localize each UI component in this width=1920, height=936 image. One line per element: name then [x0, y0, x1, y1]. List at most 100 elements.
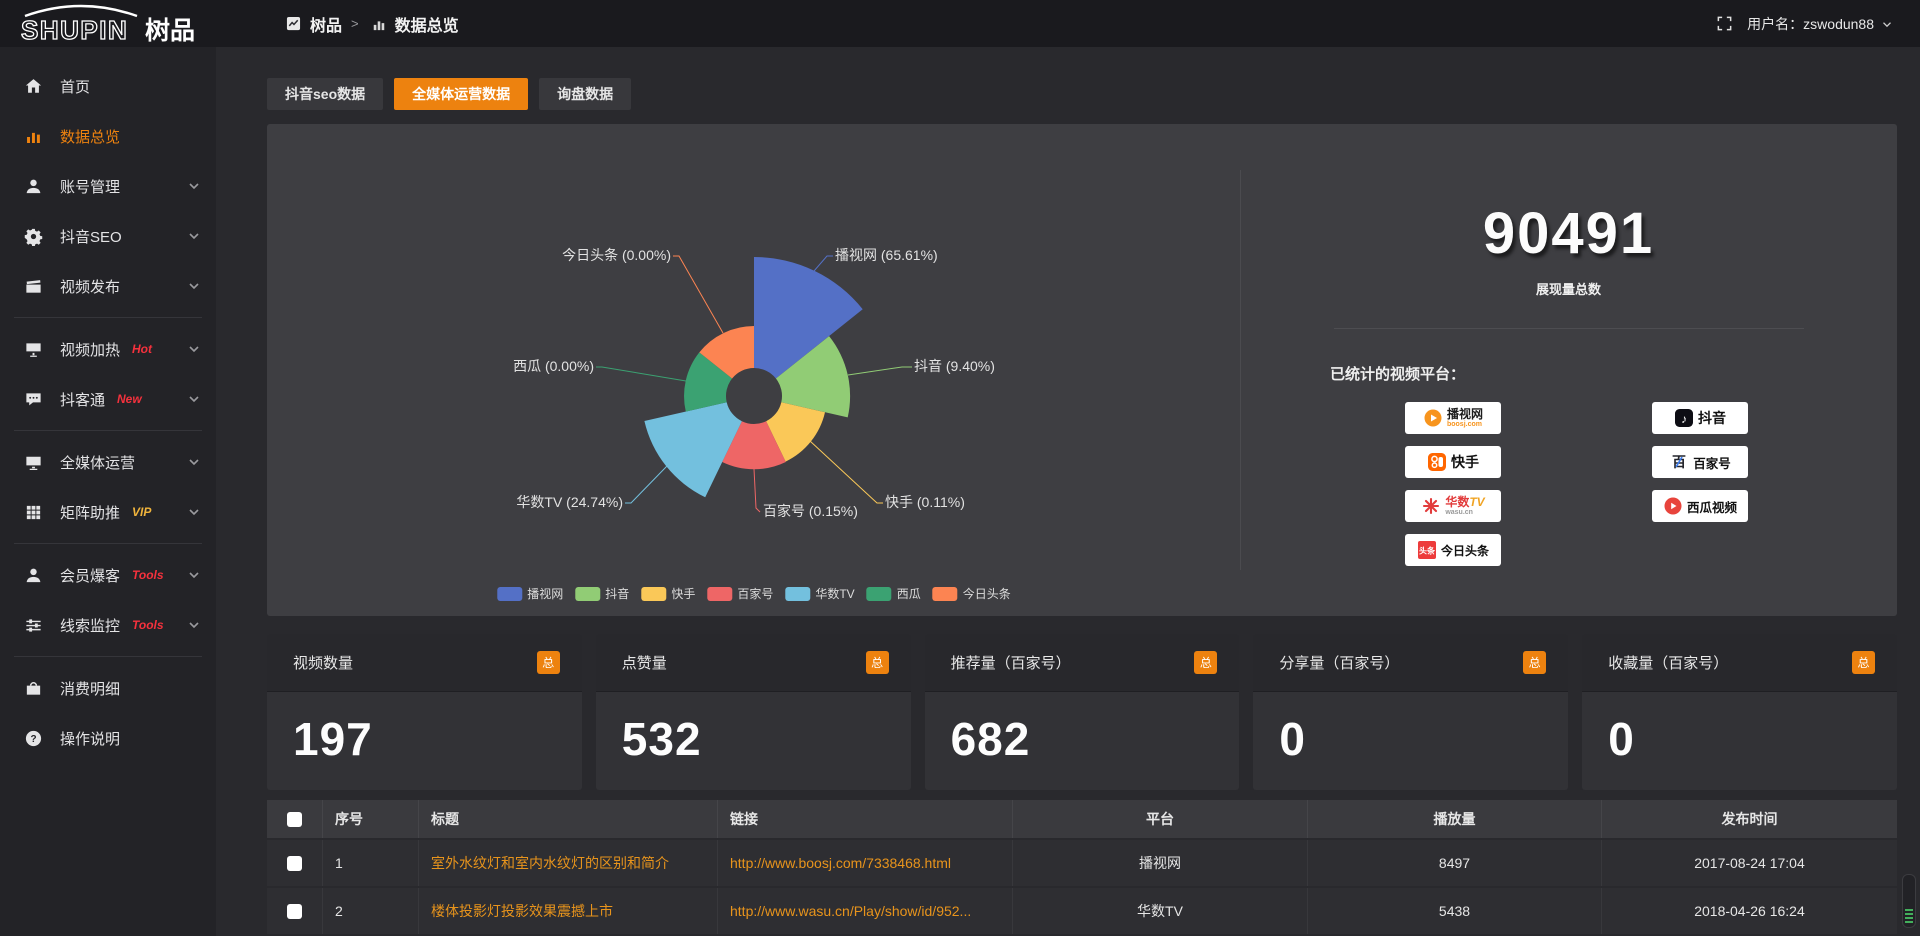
total-badge[interactable]: 总 — [536, 651, 560, 674]
total-badge[interactable]: 总 — [1194, 651, 1218, 674]
sidebar-item[interactable]: 线索监控 Tools — [0, 600, 216, 650]
row-plays: 8497 — [1307, 840, 1601, 886]
legend-label: 快手 — [671, 587, 696, 601]
username-label[interactable]: 用户名：zswodun88 — [1747, 15, 1874, 32]
legend-item[interactable]: 快手 — [641, 585, 695, 602]
sidebar-item[interactable]: 数据总览 — [0, 111, 216, 161]
pie-label-line — [673, 255, 724, 334]
video-title-link[interactable]: 楼体投影灯投影效果震撼上市 — [431, 903, 613, 919]
panel-vertical-divider — [1240, 170, 1241, 570]
sidebar-item-label: 消费明细 — [60, 680, 121, 698]
pie-label: 今日头条 (0.00%) — [562, 247, 671, 263]
sidebar-item[interactable]: 矩阵助推 VIP — [0, 487, 216, 537]
sidebar-item-badge: VIP — [132, 505, 152, 519]
sidebar-item-label: 操作说明 — [60, 730, 121, 748]
chart-icon — [24, 127, 43, 146]
chat-icon — [24, 390, 43, 409]
stat-card-header: 点赞量 总 — [595, 634, 911, 692]
total-badge[interactable]: 总 — [1851, 651, 1875, 674]
fullscreen-icon[interactable] — [1716, 15, 1733, 32]
breadcrumb-root[interactable]: 树品 — [310, 17, 343, 35]
logo-text: SHUPIN — [21, 15, 128, 45]
sidebar-item[interactable]: 抖音SEO — [0, 211, 216, 261]
sidebar-item[interactable]: 抖客通 New — [0, 374, 216, 424]
select-all-checkbox[interactable] — [287, 811, 302, 827]
legend-item[interactable]: 西瓜 — [866, 585, 921, 602]
pie-label-line — [847, 366, 912, 376]
platform-badge-kuaishou[interactable]: 快手 — [1405, 446, 1501, 478]
row-index: 1 — [322, 840, 418, 886]
platform-badge-baijia[interactable]: 百百家号 — [1652, 446, 1748, 478]
wallet-icon — [24, 679, 43, 698]
platform-badge-douyin[interactable]: ♪ 抖音 — [1652, 402, 1748, 434]
legend-item[interactable]: 播视网 — [497, 585, 563, 602]
legend-item[interactable]: 抖音 — [575, 585, 629, 602]
platform-badge-boosj[interactable]: 播视网 boosj.com — [1405, 402, 1501, 434]
row-plays: 5438 — [1307, 888, 1601, 934]
sidebar-item-label: 首页 — [60, 78, 91, 96]
row-checkbox[interactable] — [287, 903, 302, 919]
sidebar-item[interactable]: 账号管理 — [0, 161, 216, 211]
app-logo[interactable]: SHUPIN 树品 — [0, 0, 216, 47]
sidebar-item[interactable]: 视频加热 Hot — [0, 324, 216, 374]
pie-sector-2[interactable] — [766, 402, 825, 462]
pie-sector-1[interactable] — [775, 336, 851, 418]
tab-1[interactable]: 抖音seo数据 — [267, 78, 384, 110]
table-header-cell: 发布时间 — [1601, 800, 1897, 838]
video-url-link[interactable]: http://www.boosj.com/7338468.html — [730, 855, 952, 871]
sidebar-item[interactable]: 首页 — [0, 61, 216, 111]
chevron-down-icon — [186, 617, 202, 633]
legend-item[interactable]: 百家号 — [707, 585, 773, 602]
video-url-link[interactable]: http://www.wasu.cn/Play/show/id/952... — [730, 903, 972, 919]
table-row: 2 楼体投影灯投影效果震撼上市 http://www.wasu.cn/Play/sh… — [267, 888, 1897, 934]
row-checkbox[interactable] — [287, 855, 302, 871]
main-area: 抖音seo数据 全媒体运营数据 询盘数据 播视网 (65.61%) 抖音 (9.40%… — [216, 47, 1920, 936]
gear-icon — [24, 227, 43, 246]
chevron-down-icon — [186, 567, 202, 583]
pie-sector-3[interactable] — [722, 421, 786, 470]
pie-label-line — [813, 255, 833, 272]
legend-item[interactable]: 华数TV — [785, 585, 855, 602]
sidebar-item[interactable]: 消费明细 — [0, 663, 216, 713]
sidebar-item[interactable]: 视频发布 — [0, 261, 216, 311]
legend-item[interactable]: 今日头条 — [932, 585, 1011, 602]
chevron-down-icon — [186, 228, 202, 244]
sidebar-divider — [14, 543, 202, 544]
pie-sector-4[interactable] — [644, 402, 742, 498]
sidebar-item[interactable]: ? 操作说明 — [0, 713, 216, 763]
sidebar-item-badge: New — [117, 392, 142, 406]
legend-label: 今日头条 — [962, 587, 1011, 601]
video-title-link[interactable]: 室外水纹灯和室内水纹灯的区别和简介 — [431, 855, 669, 871]
chevron-down-icon — [186, 454, 202, 470]
tab-2[interactable]: 全媒体运营数据 — [394, 78, 529, 110]
stat-card-label: 推荐量（百家号） — [950, 655, 1071, 672]
sidebar-item[interactable]: 会员爆客 Tools — [0, 550, 216, 600]
legend-swatch — [866, 586, 892, 601]
pie-sector-0[interactable] — [754, 257, 863, 379]
legend-label: 华数TV — [815, 587, 855, 601]
sidebar-item[interactable]: 全媒体运营 — [0, 437, 216, 487]
breadcrumb-current[interactable]: 数据总览 — [394, 17, 459, 35]
pie-sector-5[interactable] — [684, 352, 733, 412]
table-header-row: 序号 标题 链接 平台 播放量 发布时间 — [267, 800, 1897, 838]
legend-swatch — [785, 586, 811, 601]
tab-3[interactable]: 询盘数据 — [539, 78, 632, 110]
sidebar-item-badge: Tools — [132, 568, 164, 582]
side-scroll-widget[interactable] — [1902, 874, 1916, 928]
chevron-down-icon — [186, 341, 202, 357]
sidebar-item-label: 账号管理 — [60, 178, 121, 196]
platform-badge-wasu[interactable]: 华数TV wasu.cn — [1405, 490, 1501, 522]
sidebar-item-label: 全媒体运营 — [60, 454, 136, 472]
legend-swatch — [932, 586, 958, 601]
user-menu-caret-icon[interactable] — [1880, 17, 1894, 31]
total-badge[interactable]: 总 — [865, 651, 889, 674]
overview-panel: 播视网 (65.61%) 抖音 (9.40%) 快手 (0.11%) 百家号 (0.1… — [267, 124, 1897, 616]
platform-badge-xigua[interactable]: 西瓜视频 — [1652, 490, 1748, 522]
stat-card-label: 点赞量 — [621, 655, 667, 672]
stat-card-value: 0 — [1608, 713, 1635, 765]
legend-swatch — [641, 586, 667, 601]
total-badge[interactable]: 总 — [1523, 651, 1547, 674]
pie-sector-6[interactable] — [699, 326, 754, 379]
platform-badge-toutiao[interactable]: 头条 今日头条 — [1405, 534, 1501, 566]
